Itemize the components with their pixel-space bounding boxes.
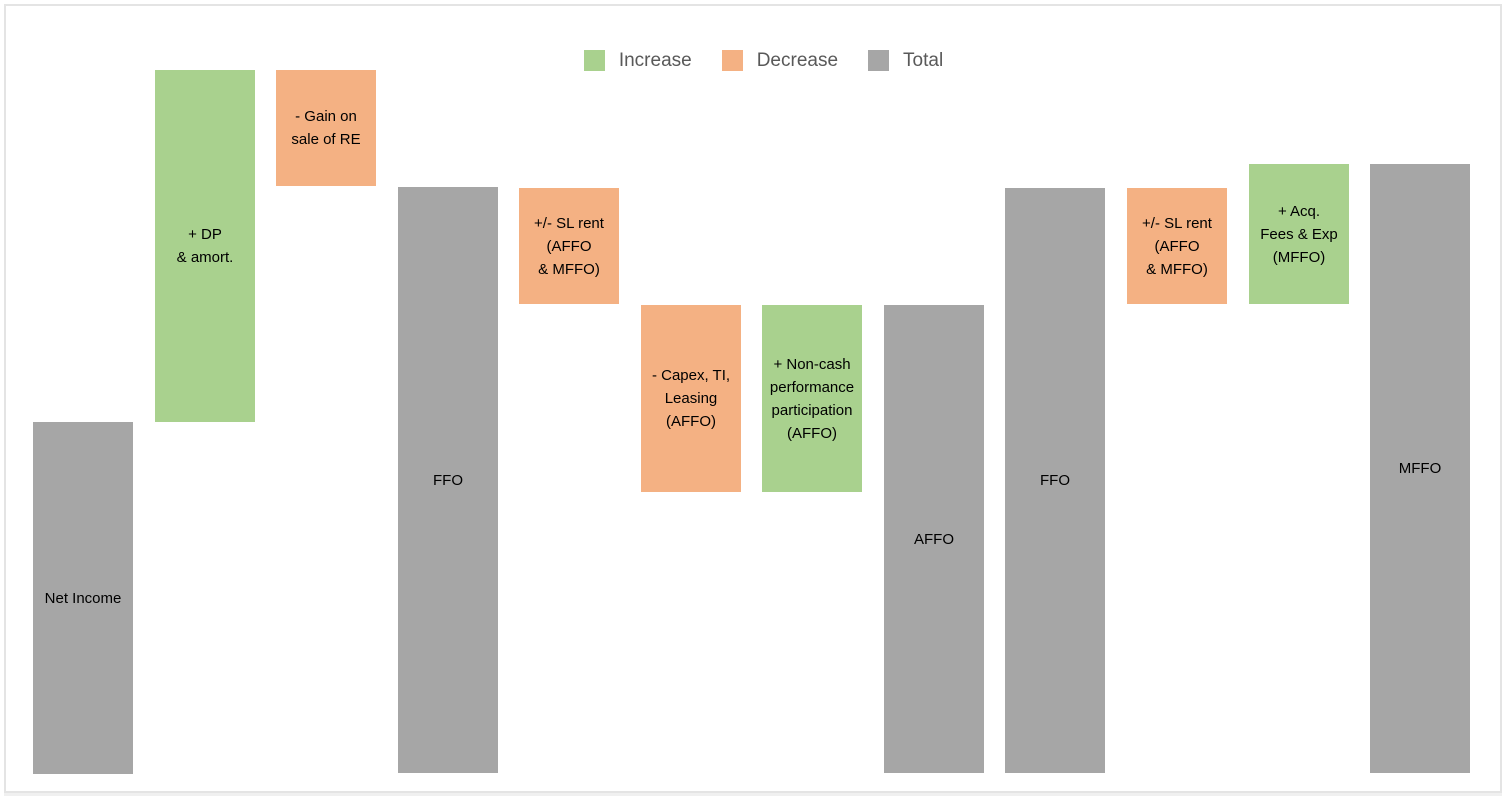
decrease-swatch-icon xyxy=(721,50,743,71)
bar-label: - Gain on sale of RE xyxy=(291,108,361,148)
legend-item-total: Total xyxy=(868,50,943,72)
waterfall-bar-sl-rent-affo-mffo: +/- SL rent (AFFO & MFFO) xyxy=(519,188,619,304)
legend-item-decrease: Decrease xyxy=(721,49,839,72)
legend-label-increase: Increase xyxy=(618,49,692,71)
bar-label: - Capex, TI, Leasing (AFFO) xyxy=(651,367,731,430)
bar-label: +/- SL rent (AFFO & MFFO) xyxy=(534,214,604,278)
waterfall-bar-affo: AFFO xyxy=(884,305,984,773)
bar-label: Net Income xyxy=(44,589,122,607)
legend-item-increase: Increase xyxy=(583,49,692,72)
bar-label: +/- SL rent (AFFO & MFFO) xyxy=(1142,214,1212,278)
waterfall-bar-sl-rent-affo-mffo: +/- SL rent (AFFO & MFFO) xyxy=(1127,188,1227,304)
bar-label: MFFO xyxy=(1398,460,1442,477)
waterfall-bar-acq-fees-exp-mffo: + Acq. Fees & Exp (MFFO) xyxy=(1249,164,1349,304)
waterfall-bar-net-income: Net Income xyxy=(33,422,133,774)
bar-label: + DP & amort. xyxy=(176,226,234,266)
bar-label: FFO xyxy=(1040,472,1070,489)
waterfall-bar-dp-amort: + DP & amort. xyxy=(155,70,255,422)
bar-label: AFFO xyxy=(914,530,954,548)
legend-label-total: Total xyxy=(903,49,944,71)
chart-legend: Increase Decrease Total xyxy=(10,49,1507,72)
waterfall-bar-ffo: FFO xyxy=(398,187,498,773)
legend-label-decrease: Decrease xyxy=(756,49,839,71)
waterfall-bar-non-cash-performance-participation-affo: + Non-cash performance participation (AF… xyxy=(762,305,862,492)
waterfall-bar-gain-on-sale-of-re: - Gain on sale of RE xyxy=(276,70,376,186)
bar-label: FFO xyxy=(433,471,463,489)
total-swatch-icon xyxy=(868,50,890,71)
bar-label: + Non-cash performance participation (AF… xyxy=(769,355,855,442)
waterfall-bar-mffo: MFFO xyxy=(1370,164,1470,773)
bar-label: + Acq. Fees & Exp (MFFO) xyxy=(1260,202,1338,266)
waterfall-bar-ffo: FFO xyxy=(1005,188,1105,773)
increase-swatch-icon xyxy=(583,50,605,71)
waterfall-bar-capex-ti-leasing-affo: - Capex, TI, Leasing (AFFO) xyxy=(641,305,741,492)
